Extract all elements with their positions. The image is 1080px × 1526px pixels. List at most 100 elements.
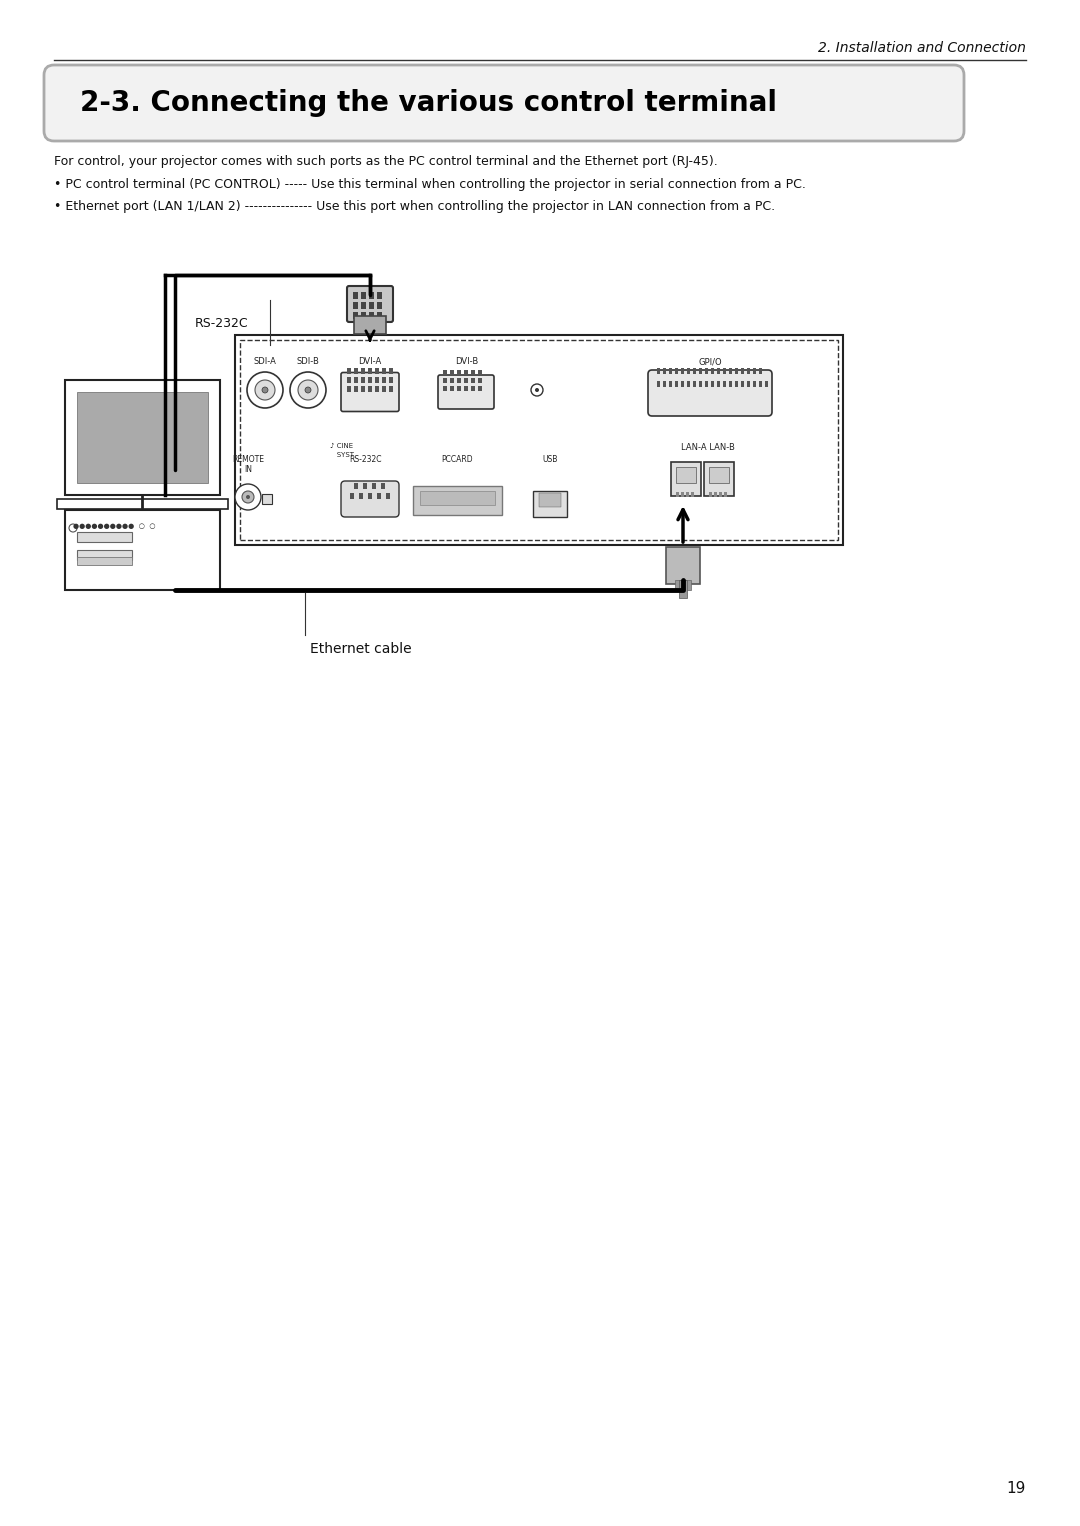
- Bar: [714, 491, 717, 497]
- Bar: [457, 378, 461, 383]
- Bar: [735, 382, 738, 388]
- Bar: [450, 369, 454, 375]
- Text: IN: IN: [244, 465, 252, 475]
- Text: DVI-B: DVI-B: [456, 357, 478, 366]
- Text: 2. Installation and Connection: 2. Installation and Connection: [819, 41, 1026, 55]
- Bar: [699, 382, 702, 388]
- Bar: [717, 368, 720, 374]
- Bar: [382, 368, 386, 374]
- Bar: [657, 368, 660, 374]
- Bar: [729, 382, 732, 388]
- Bar: [443, 369, 447, 375]
- Circle shape: [291, 372, 326, 407]
- Bar: [361, 368, 365, 374]
- Bar: [377, 302, 382, 308]
- Bar: [386, 493, 390, 499]
- Bar: [464, 369, 468, 375]
- Bar: [759, 382, 762, 388]
- Text: REMOTE: REMOTE: [232, 455, 264, 464]
- Bar: [686, 491, 689, 497]
- Bar: [471, 369, 475, 375]
- Bar: [471, 378, 475, 383]
- Circle shape: [531, 385, 543, 397]
- Text: GPI/O: GPI/O: [698, 357, 721, 366]
- Bar: [77, 549, 132, 560]
- FancyBboxPatch shape: [44, 66, 964, 140]
- Text: 19: 19: [1007, 1482, 1026, 1495]
- Bar: [361, 291, 366, 299]
- Bar: [377, 291, 382, 299]
- Bar: [478, 369, 482, 375]
- Circle shape: [535, 388, 539, 392]
- Bar: [389, 386, 393, 392]
- Circle shape: [262, 388, 268, 394]
- Bar: [705, 368, 708, 374]
- FancyBboxPatch shape: [534, 491, 567, 517]
- Bar: [747, 382, 750, 388]
- Bar: [361, 386, 365, 392]
- Bar: [723, 382, 726, 388]
- Bar: [353, 302, 357, 308]
- Text: ♪ CINE: ♪ CINE: [330, 443, 353, 449]
- Bar: [663, 382, 666, 388]
- Bar: [753, 368, 756, 374]
- Bar: [729, 368, 732, 374]
- Bar: [262, 494, 272, 504]
- Circle shape: [247, 372, 283, 407]
- Text: ●●●●●●●●●●  ○  ○: ●●●●●●●●●● ○ ○: [73, 523, 156, 530]
- Bar: [741, 368, 744, 374]
- Bar: [368, 493, 372, 499]
- Text: LAN-A LAN-B: LAN-A LAN-B: [681, 443, 734, 452]
- Bar: [457, 369, 461, 375]
- Bar: [691, 491, 694, 497]
- Bar: [368, 386, 372, 392]
- Bar: [471, 386, 475, 391]
- Bar: [389, 368, 393, 374]
- Bar: [77, 392, 208, 484]
- Bar: [375, 368, 379, 374]
- Bar: [675, 368, 678, 374]
- Bar: [687, 368, 690, 374]
- FancyBboxPatch shape: [341, 481, 399, 517]
- Text: Ethernet cable: Ethernet cable: [310, 642, 411, 656]
- Bar: [657, 382, 660, 388]
- Text: SDI-A: SDI-A: [254, 357, 276, 366]
- Bar: [369, 311, 374, 319]
- Bar: [675, 580, 691, 591]
- Circle shape: [305, 388, 311, 394]
- Bar: [450, 386, 454, 391]
- Bar: [354, 484, 357, 488]
- Bar: [457, 386, 461, 391]
- Bar: [539, 493, 561, 507]
- Bar: [759, 368, 762, 374]
- Bar: [347, 377, 351, 383]
- Bar: [361, 311, 366, 319]
- Bar: [382, 377, 386, 383]
- Bar: [705, 382, 708, 388]
- Bar: [699, 368, 702, 374]
- Bar: [693, 368, 696, 374]
- Bar: [724, 491, 727, 497]
- Circle shape: [255, 380, 275, 400]
- Bar: [765, 382, 768, 388]
- Circle shape: [298, 380, 318, 400]
- Bar: [708, 491, 712, 497]
- Bar: [464, 378, 468, 383]
- Bar: [354, 386, 357, 392]
- Bar: [363, 484, 367, 488]
- FancyBboxPatch shape: [413, 485, 502, 514]
- Bar: [77, 533, 132, 542]
- Bar: [240, 340, 838, 540]
- Text: USB: USB: [542, 455, 557, 464]
- Bar: [77, 557, 132, 565]
- Bar: [368, 377, 372, 383]
- Bar: [753, 382, 756, 388]
- Bar: [663, 368, 666, 374]
- Bar: [377, 311, 382, 319]
- Bar: [235, 336, 843, 545]
- Bar: [711, 368, 714, 374]
- FancyBboxPatch shape: [648, 369, 772, 417]
- Bar: [676, 491, 679, 497]
- Text: • PC control terminal (PC CONTROL) ----- Use this terminal when controlling the : • PC control terminal (PC CONTROL) -----…: [54, 179, 806, 191]
- Bar: [361, 302, 366, 308]
